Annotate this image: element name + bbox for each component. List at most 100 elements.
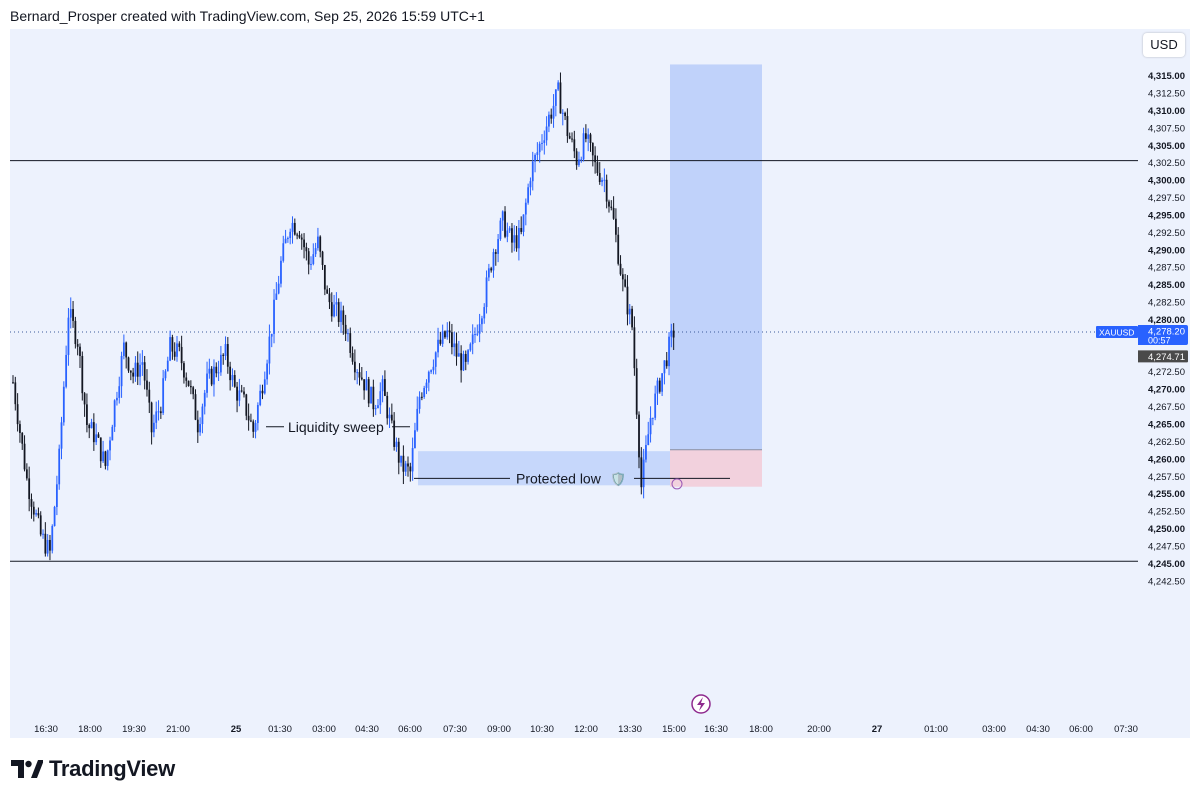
protected-low-shield-icon: 🛡️ (610, 471, 626, 486)
candle-body (481, 318, 483, 325)
candle-body (185, 377, 188, 381)
candle-body (106, 450, 109, 466)
candle-body (67, 317, 70, 355)
time-tick-label: 18:00 (78, 724, 102, 735)
candle-body (347, 333, 349, 335)
time-tick-label: 21:00 (166, 724, 190, 735)
candle-body (543, 140, 546, 143)
candle-body (464, 353, 467, 362)
time-axis-labels: 16:30 18:00 19:30 21:00 25 01:30 03:00 04:30 06:… (34, 724, 1138, 735)
candle-body (656, 380, 659, 394)
secondary-price-label: 4,274.71 (1148, 352, 1185, 363)
candle-body (55, 484, 58, 507)
time-tick-label: 16:30 (34, 724, 58, 735)
price-axis[interactable]: 4,315.00 4,312.50 4,310.00 4,307.50 4,305.00… (1136, 29, 1190, 738)
candle-body (661, 373, 664, 392)
candle-body (501, 211, 504, 221)
candle-body (548, 114, 550, 127)
candle-body (434, 352, 437, 367)
price-tick-label: 4,257.50 (1148, 472, 1185, 483)
candle-body (402, 455, 405, 472)
candle-body (113, 400, 116, 427)
candle-body (640, 457, 643, 488)
candle-body (118, 386, 121, 398)
candle-body (615, 218, 617, 235)
candle-body (628, 308, 631, 315)
candle-body (116, 397, 118, 401)
candle-body (425, 382, 428, 388)
time-tick-label: 25 (231, 724, 242, 735)
candle-body (444, 331, 446, 338)
time-tick-label: 19:30 (122, 724, 146, 735)
candle-body (111, 426, 114, 441)
candle-body (504, 211, 506, 237)
candle-body (298, 235, 301, 238)
candle-body (508, 228, 511, 231)
chart-plot-area[interactable]: Liquidity sweep Protected low 🛡️ XAUUSD (10, 29, 1138, 738)
candle-body (58, 448, 61, 485)
candle-body (487, 268, 490, 278)
candle-body (201, 406, 204, 425)
candle-body (517, 228, 520, 249)
candle-body (462, 353, 465, 371)
candle-body (534, 154, 536, 162)
candle-body (353, 361, 356, 373)
candle-body (231, 375, 234, 381)
candle-body (342, 310, 345, 325)
candle-body (601, 179, 603, 183)
candle-body (524, 202, 527, 215)
candle-body (349, 333, 352, 353)
candle-body (358, 372, 361, 378)
candle-body (386, 395, 389, 419)
candle-body (608, 201, 610, 207)
candle-body (416, 408, 419, 431)
price-tick-label: 4,260.00 (1148, 454, 1185, 465)
candle-body (476, 333, 479, 335)
candle-body (183, 363, 185, 378)
price-tick-label: 4,265.00 (1148, 420, 1185, 431)
candle-body (645, 445, 647, 460)
candle-body (14, 382, 17, 405)
candle-body (658, 380, 661, 392)
candle-body (284, 238, 287, 244)
candle-body (53, 506, 56, 526)
price-tick-label: 4,270.00 (1148, 385, 1185, 396)
candle-body (178, 343, 181, 347)
candle-body (129, 370, 132, 373)
candle-body (65, 354, 68, 387)
candle-body (243, 391, 245, 395)
candle-body (291, 222, 294, 232)
candle-body (552, 105, 555, 119)
candle-body (566, 116, 569, 137)
price-tick-label: 4,315.00 (1148, 71, 1185, 82)
time-axis[interactable]: 16:30 18:00 19:30 21:00 25 01:30 03:00 04:30 06:… (10, 718, 1138, 738)
time-tick-label: 03:00 (982, 724, 1006, 735)
candle-body (483, 307, 486, 319)
candle-body (612, 207, 615, 219)
candle-body (236, 386, 238, 401)
currency-button[interactable]: USD (1143, 33, 1185, 57)
candle-body (610, 206, 613, 208)
time-tick-label: 27 (872, 724, 883, 735)
candle-body (437, 339, 439, 353)
candle-body (280, 260, 282, 284)
tradingview-logo[interactable]: TradingView (11, 756, 175, 782)
candle-body (238, 390, 241, 401)
candle-body (372, 386, 375, 410)
candle-body (153, 422, 155, 433)
candle-body (589, 134, 592, 143)
candle-body (166, 360, 169, 372)
candle-body (208, 368, 211, 374)
candle-body (446, 330, 449, 338)
candle-body (247, 415, 250, 421)
candle-body (74, 320, 77, 345)
price-chart[interactable]: Liquidity sweep Protected low 🛡️ XAUUSD (10, 29, 1138, 738)
price-tick-label: 4,267.50 (1148, 402, 1185, 413)
tradingview-logo-text: TradingView (49, 756, 175, 781)
candle-body (263, 379, 266, 394)
candle-body (571, 138, 573, 140)
candle-body (25, 469, 28, 479)
candle-body (520, 228, 523, 232)
candle-body (12, 382, 14, 384)
price-tick-label: 4,262.50 (1148, 437, 1185, 448)
